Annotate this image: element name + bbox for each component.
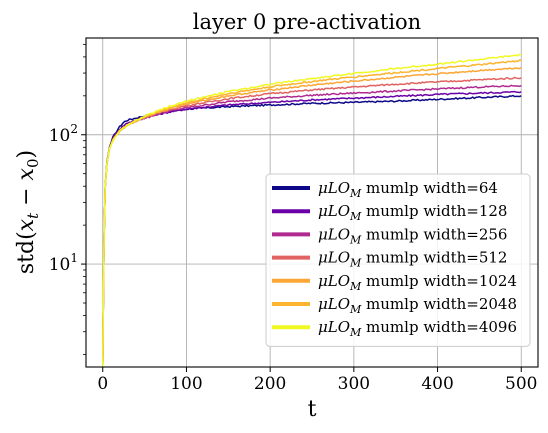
y-axis-label-minus: −: [14, 180, 39, 212]
legend-label: μLOM mumlp width=4096: [318, 318, 517, 339]
y-axis-label-suffix: ): [14, 150, 39, 159]
x-axis-label: t: [308, 397, 317, 422]
y-tick-label: 101: [49, 251, 78, 275]
x-tick-label: 400: [421, 374, 453, 394]
chart-title: layer 0 pre-activation: [193, 10, 421, 34]
legend-label: μLOM mumlp width=128: [318, 202, 507, 223]
y-axis-label-prefix: std(: [14, 231, 39, 274]
x-tick-label: 200: [254, 374, 286, 394]
y-axis-label-zero: 0: [24, 158, 42, 168]
legend-label: μLOM mumlp width=512: [318, 249, 507, 270]
legend-label: μLOM mumlp width=64: [318, 179, 498, 200]
y-axis-label-t: t: [24, 212, 42, 219]
y-axis-label-x: x: [14, 218, 39, 231]
x-tick-label: 100: [170, 374, 202, 394]
series-lines: [101, 53, 522, 368]
series-line: [101, 53, 522, 368]
series-line: [101, 84, 522, 368]
x-tick-label: 300: [338, 374, 370, 394]
axis-ticks: 0 100 200 300 400 500 101 102: [49, 43, 537, 394]
series-line: [101, 76, 522, 368]
legend-label: μLOM mumlp width=256: [318, 225, 507, 246]
x-tick-label: 0: [97, 374, 108, 394]
y-axis-label-x0: x: [14, 167, 39, 180]
legend-box: [265, 173, 531, 347]
series-line: [101, 59, 522, 368]
legend-label: μLOM mumlp width=1024: [318, 272, 517, 293]
y-tick-label: 102: [49, 122, 78, 146]
y-axis-label: std(xt − x0): [14, 150, 42, 274]
legend-label: μLOM mumlp width=2048: [318, 295, 517, 316]
x-tick-label: 500: [505, 374, 537, 394]
